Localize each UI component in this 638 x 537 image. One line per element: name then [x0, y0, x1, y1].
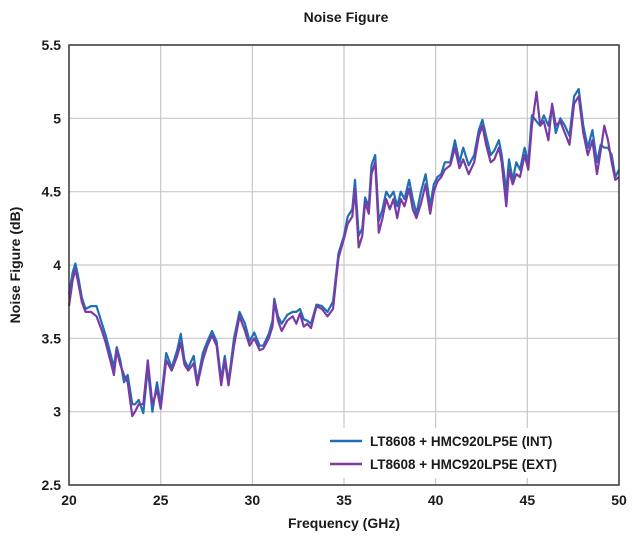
x-tick-label: 45: [520, 492, 536, 508]
legend-background: [322, 428, 616, 478]
y-tick-label: 3.5: [42, 330, 62, 346]
series-lines: [67, 87, 620, 418]
series-line-ext: [67, 90, 620, 418]
x-tick-label: 50: [611, 492, 627, 508]
x-tick-label: 40: [428, 492, 444, 508]
x-tick-label: 30: [245, 492, 261, 508]
y-tick-label: 5: [53, 110, 61, 126]
y-tick-label: 4: [53, 257, 61, 273]
y-axis-label: Noise Figure (dB): [7, 207, 23, 324]
x-tick-label: 25: [153, 492, 169, 508]
legend-label-ext: LT8608 + HMC920LP5E (EXT): [370, 457, 557, 472]
y-tick-label: 2.5: [42, 477, 62, 493]
x-tick-labels: 20 25 30 35 40 45 50: [61, 492, 627, 508]
y-tick-label: 3: [53, 404, 61, 420]
legend-label-int: LT8608 + HMC920LP5E (INT): [370, 434, 552, 449]
y-tick-label: 4.5: [42, 184, 62, 200]
plot-frame: [68, 44, 620, 486]
y-tick-labels: 2.5 3 3.5 4 4.5 5 5.5: [42, 37, 62, 493]
grid-lines: [68, 44, 620, 486]
x-tick-label: 35: [336, 492, 352, 508]
legend: LT8608 + HMC920LP5E (INT) LT8608 + HMC92…: [322, 428, 616, 478]
chart-title: Noise Figure: [304, 9, 389, 25]
x-axis-label: Frequency (GHz): [288, 515, 400, 531]
x-tick-label: 20: [61, 492, 77, 508]
y-tick-label: 5.5: [42, 37, 62, 53]
